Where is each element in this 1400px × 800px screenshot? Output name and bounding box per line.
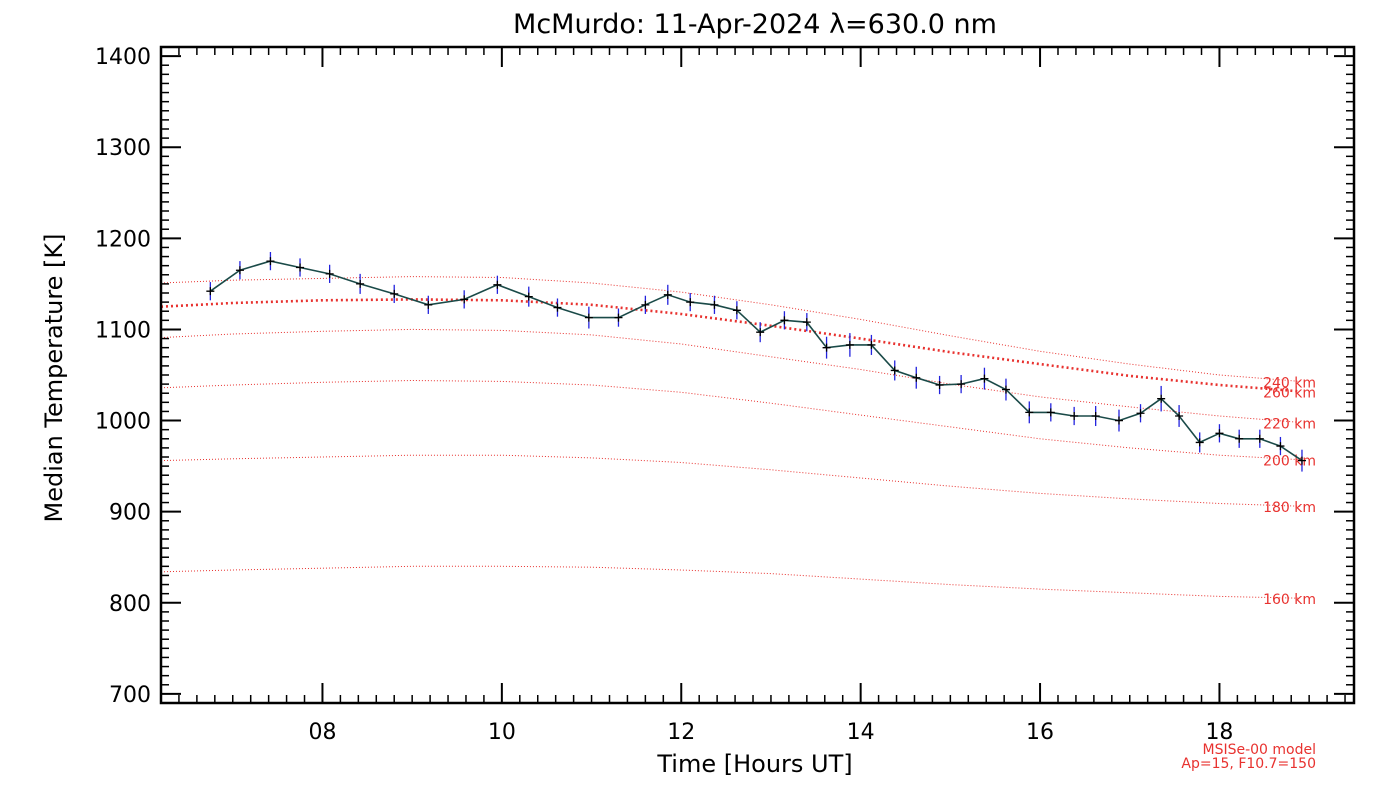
model-curve-260-km (160, 298, 1301, 393)
data-point (356, 279, 365, 288)
data-point (1046, 408, 1055, 417)
data-point (780, 316, 789, 325)
chart-title: McMurdo: 11-Apr-2024 λ=630.0 nm (513, 9, 997, 40)
model-curve-200-km (160, 379, 1301, 461)
data-point (1070, 412, 1079, 420)
y-tick-label: 1300 (95, 136, 151, 161)
y-tick-label: 1000 (95, 410, 151, 435)
x-tick-label: 16 (1026, 720, 1054, 745)
data-point (686, 298, 695, 307)
data-point (266, 257, 275, 266)
data-point (460, 295, 469, 304)
data-point (493, 280, 502, 289)
data-point (1114, 416, 1123, 425)
y-axis-label: Median Temperature [K] (40, 233, 68, 522)
data-point (1025, 408, 1034, 417)
model-curve-label: 160 km (1263, 592, 1316, 608)
data-point (1001, 385, 1010, 394)
x-tick-label: 14 (847, 720, 875, 745)
x-tick-label: 18 (1205, 720, 1233, 745)
y-tick-label: 800 (109, 592, 151, 617)
data-point (957, 380, 966, 389)
y-tick-label: 1200 (95, 227, 151, 252)
data-point (912, 373, 921, 382)
model-curve-label: 240 km (1263, 375, 1316, 391)
x-axis-label: Time [Hours UT] (656, 750, 852, 778)
data-point (1235, 434, 1244, 443)
y-tick-label: 1400 (95, 45, 151, 70)
data-point (1157, 394, 1166, 403)
data-point (935, 381, 944, 390)
y-tick-label: 700 (109, 683, 151, 708)
y-tick-label: 900 (109, 501, 151, 526)
model-curve-160-km (160, 565, 1301, 599)
model-curve-label: 180 km (1263, 500, 1316, 516)
data-point (845, 340, 854, 349)
data-point (524, 292, 533, 301)
data-point (1297, 456, 1306, 465)
measured-line (209, 260, 1303, 462)
model-curve-240-km (160, 276, 1301, 382)
data-point (296, 263, 305, 272)
data-point (980, 374, 989, 383)
model-curve-label: 200 km (1263, 454, 1316, 470)
x-tick-label: 10 (488, 720, 516, 745)
data-point (1175, 412, 1184, 420)
data-point (584, 313, 593, 322)
data-point (424, 300, 433, 309)
data-point (1136, 409, 1145, 418)
data-point (710, 300, 719, 309)
data-point (325, 269, 334, 278)
data-point (1215, 429, 1224, 438)
data-point (614, 313, 623, 322)
data-point (867, 340, 876, 349)
measured-series (206, 252, 1306, 472)
data-point (1276, 442, 1285, 451)
data-point (890, 366, 899, 375)
data-point (553, 303, 562, 312)
data-point (1195, 438, 1204, 447)
data-point (206, 287, 215, 296)
data-point (390, 289, 399, 298)
y-tick-label: 1100 (95, 318, 151, 343)
x-tick-label: 12 (667, 720, 695, 745)
data-point (756, 328, 765, 337)
model-curve-180-km (160, 454, 1301, 507)
data-point (663, 290, 672, 299)
data-point (822, 343, 831, 352)
model-curve-label: 260 km (1263, 385, 1316, 401)
axis-ticks: 700 800 900 1000 1100 1200 1300 1400 08 10 12 14 16 1… (95, 45, 1354, 745)
x-tick-label: 08 (308, 720, 336, 745)
data-point (235, 266, 244, 275)
plot-frame (159, 45, 1356, 705)
data-point (732, 306, 741, 315)
data-point (802, 318, 811, 327)
model-curve-220-km (160, 328, 1301, 423)
data-point (1091, 412, 1100, 420)
data-point (641, 300, 650, 309)
model-params: Ap=15, F10.7=150 (1181, 756, 1316, 772)
data-point (1255, 434, 1264, 443)
model-label: MSISe-00 model (1202, 742, 1316, 758)
model-curve-label: 220 km (1263, 416, 1316, 432)
